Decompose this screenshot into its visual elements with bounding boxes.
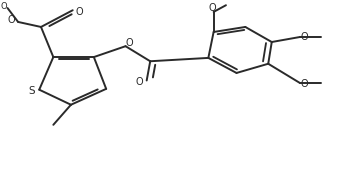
Text: O: O	[136, 77, 144, 87]
Text: O: O	[76, 7, 84, 17]
Text: O: O	[7, 15, 15, 25]
Text: O: O	[300, 32, 308, 42]
Text: O: O	[300, 79, 308, 89]
Text: O: O	[208, 3, 216, 13]
Text: O: O	[125, 38, 133, 48]
Text: S: S	[28, 86, 35, 95]
Text: O: O	[1, 2, 7, 11]
